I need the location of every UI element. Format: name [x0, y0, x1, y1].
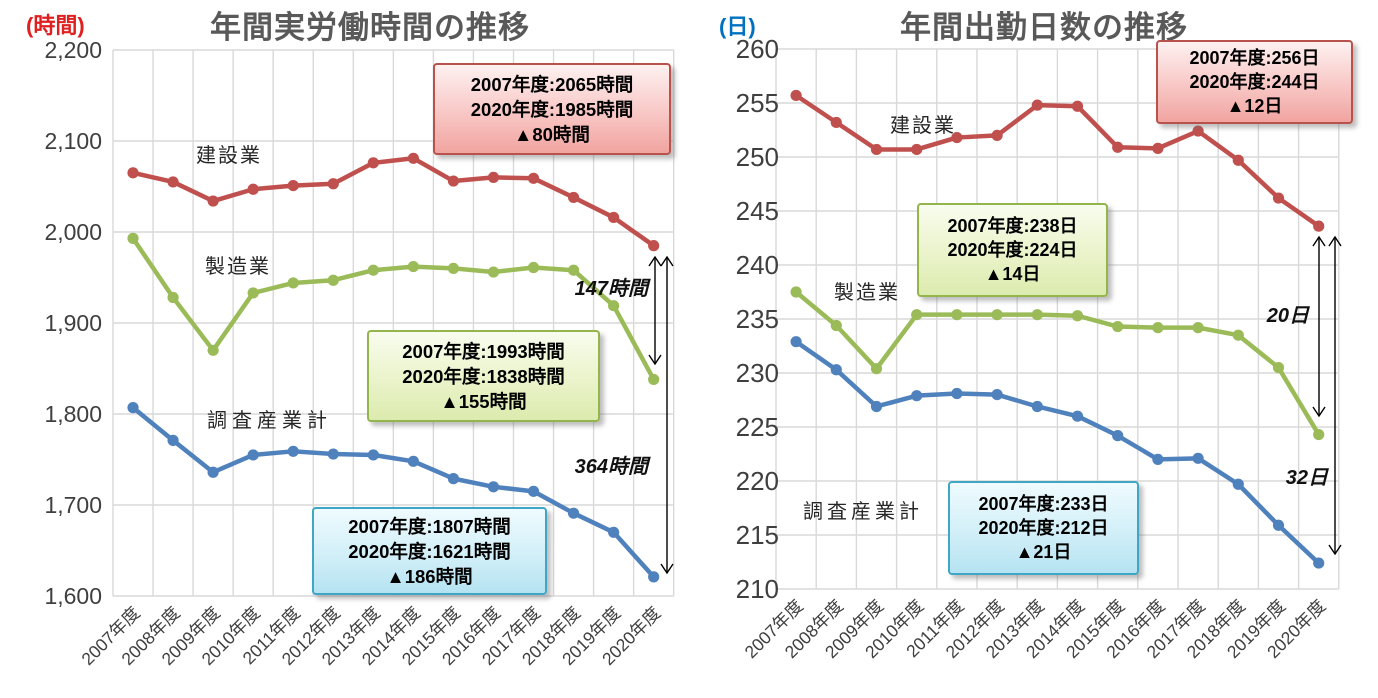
svg-text:220: 220 — [736, 466, 779, 496]
annotation-line: 2007年度:1807時間 — [348, 515, 511, 537]
chart-title-hours: 年間実労働時間の推移 — [210, 10, 530, 45]
annotation-line: ▲186時間 — [386, 565, 473, 587]
annotation-line: 2007年度:233日 — [978, 494, 1109, 514]
line-plot-days: 2602552502452402352302252202152102007年度2… — [736, 34, 1342, 662]
svg-text:245: 245 — [736, 196, 779, 226]
series-label-all-industries: 調査産業計 — [803, 501, 923, 523]
svg-text:2,200: 2,200 — [44, 37, 102, 63]
annotation-line: ▲12日 — [1226, 96, 1283, 116]
annotation-line: ▲14日 — [984, 264, 1041, 284]
svg-text:240: 240 — [736, 250, 779, 280]
annotation-line: 2020年度:1621時間 — [348, 540, 511, 562]
series-label-construction: 建設業 — [196, 145, 262, 167]
annotation-line: 2007年度:256日 — [1189, 48, 1320, 68]
working-hours-chart-panel: (時間) 年間実労働時間の推移 2,200 2,100 2,000 1,900 1,80… — [26, 10, 675, 669]
svg-text:215: 215 — [736, 520, 779, 550]
attendance-days-chart-panel: (日) 年間出勤日数の推移 260 255 250 245 240 235 230 225 22… — [689, 0, 1378, 698]
svg-text:1,900: 1,900 — [44, 310, 102, 336]
gap-label-construction-vs-manufacturing-days: 20日 — [1266, 305, 1309, 327]
gap-label-construction-vs-manufacturing-hours: 147時間 — [574, 278, 648, 300]
annotation-line: ▲80時間 — [514, 123, 590, 145]
annotation-line: 2007年度:1993時間 — [402, 340, 565, 362]
chart-title-days: 年間出勤日数の推移 — [900, 10, 1188, 45]
annotation-line: 2007年度:238日 — [947, 216, 1078, 236]
annotation-line: 2020年度:1838時間 — [402, 365, 565, 387]
annotation-box-all-industries-days: 2007年度:233日 2020年度:212日 ▲21日 — [948, 481, 1139, 575]
annotation-box-manufacturing-days: 2007年度:238日 2020年度:224日 ▲14日 — [917, 203, 1108, 297]
series-label-construction: 建設業 — [890, 115, 956, 137]
annotation-line: 2020年度:212日 — [978, 518, 1109, 538]
svg-text:1,800: 1,800 — [44, 401, 102, 427]
annotation-box-construction-days: 2007年度:256日 2020年度:244日 ▲12日 — [1156, 40, 1353, 124]
svg-text:2,100: 2,100 — [44, 128, 102, 154]
annotation-line: ▲155時間 — [440, 390, 527, 412]
svg-text:230: 230 — [736, 358, 779, 388]
annotation-line: 2020年度:244日 — [1189, 72, 1320, 92]
svg-text:2,000: 2,000 — [44, 219, 102, 245]
series-label-manufacturing: 製造業 — [834, 282, 900, 304]
svg-text:235: 235 — [736, 304, 779, 334]
svg-text:225: 225 — [736, 412, 779, 442]
series-label-all-industries: 調査産業計 — [207, 410, 332, 432]
annotation-box-manufacturing-hours: 2007年度:1993時間 2020年度:1838時間 ▲155時間 — [367, 330, 600, 422]
svg-text:1,700: 1,700 — [44, 492, 102, 518]
svg-text:1,600: 1,600 — [44, 583, 102, 609]
annotation-box-construction-hours: 2007年度:2065時間 2020年度:1985時間 ▲80時間 — [433, 63, 671, 155]
annotation-line: ▲21日 — [1015, 542, 1072, 562]
annotation-line: 2020年度:224日 — [947, 240, 1078, 260]
y-axis-unit-label-hours: (時間) — [26, 13, 85, 38]
annotation-box-all-industries-hours: 2007年度:1807時間 2020年度:1621時間 ▲186時間 — [312, 507, 547, 595]
series-label-manufacturing: 製造業 — [205, 256, 271, 278]
annotation-line: 2007年度:2065時間 — [470, 73, 634, 95]
svg-text:210: 210 — [736, 574, 779, 604]
svg-text:255: 255 — [736, 88, 779, 118]
annotation-line: 2020年度:1985時間 — [470, 98, 634, 120]
svg-text:260: 260 — [736, 34, 779, 64]
y-axis-unit-label-days: (日) — [719, 14, 756, 39]
gap-label-construction-vs-all-days: 32日 — [1285, 467, 1328, 489]
svg-text:250: 250 — [736, 142, 779, 172]
gap-label-construction-vs-all-hours: 364時間 — [574, 456, 648, 478]
